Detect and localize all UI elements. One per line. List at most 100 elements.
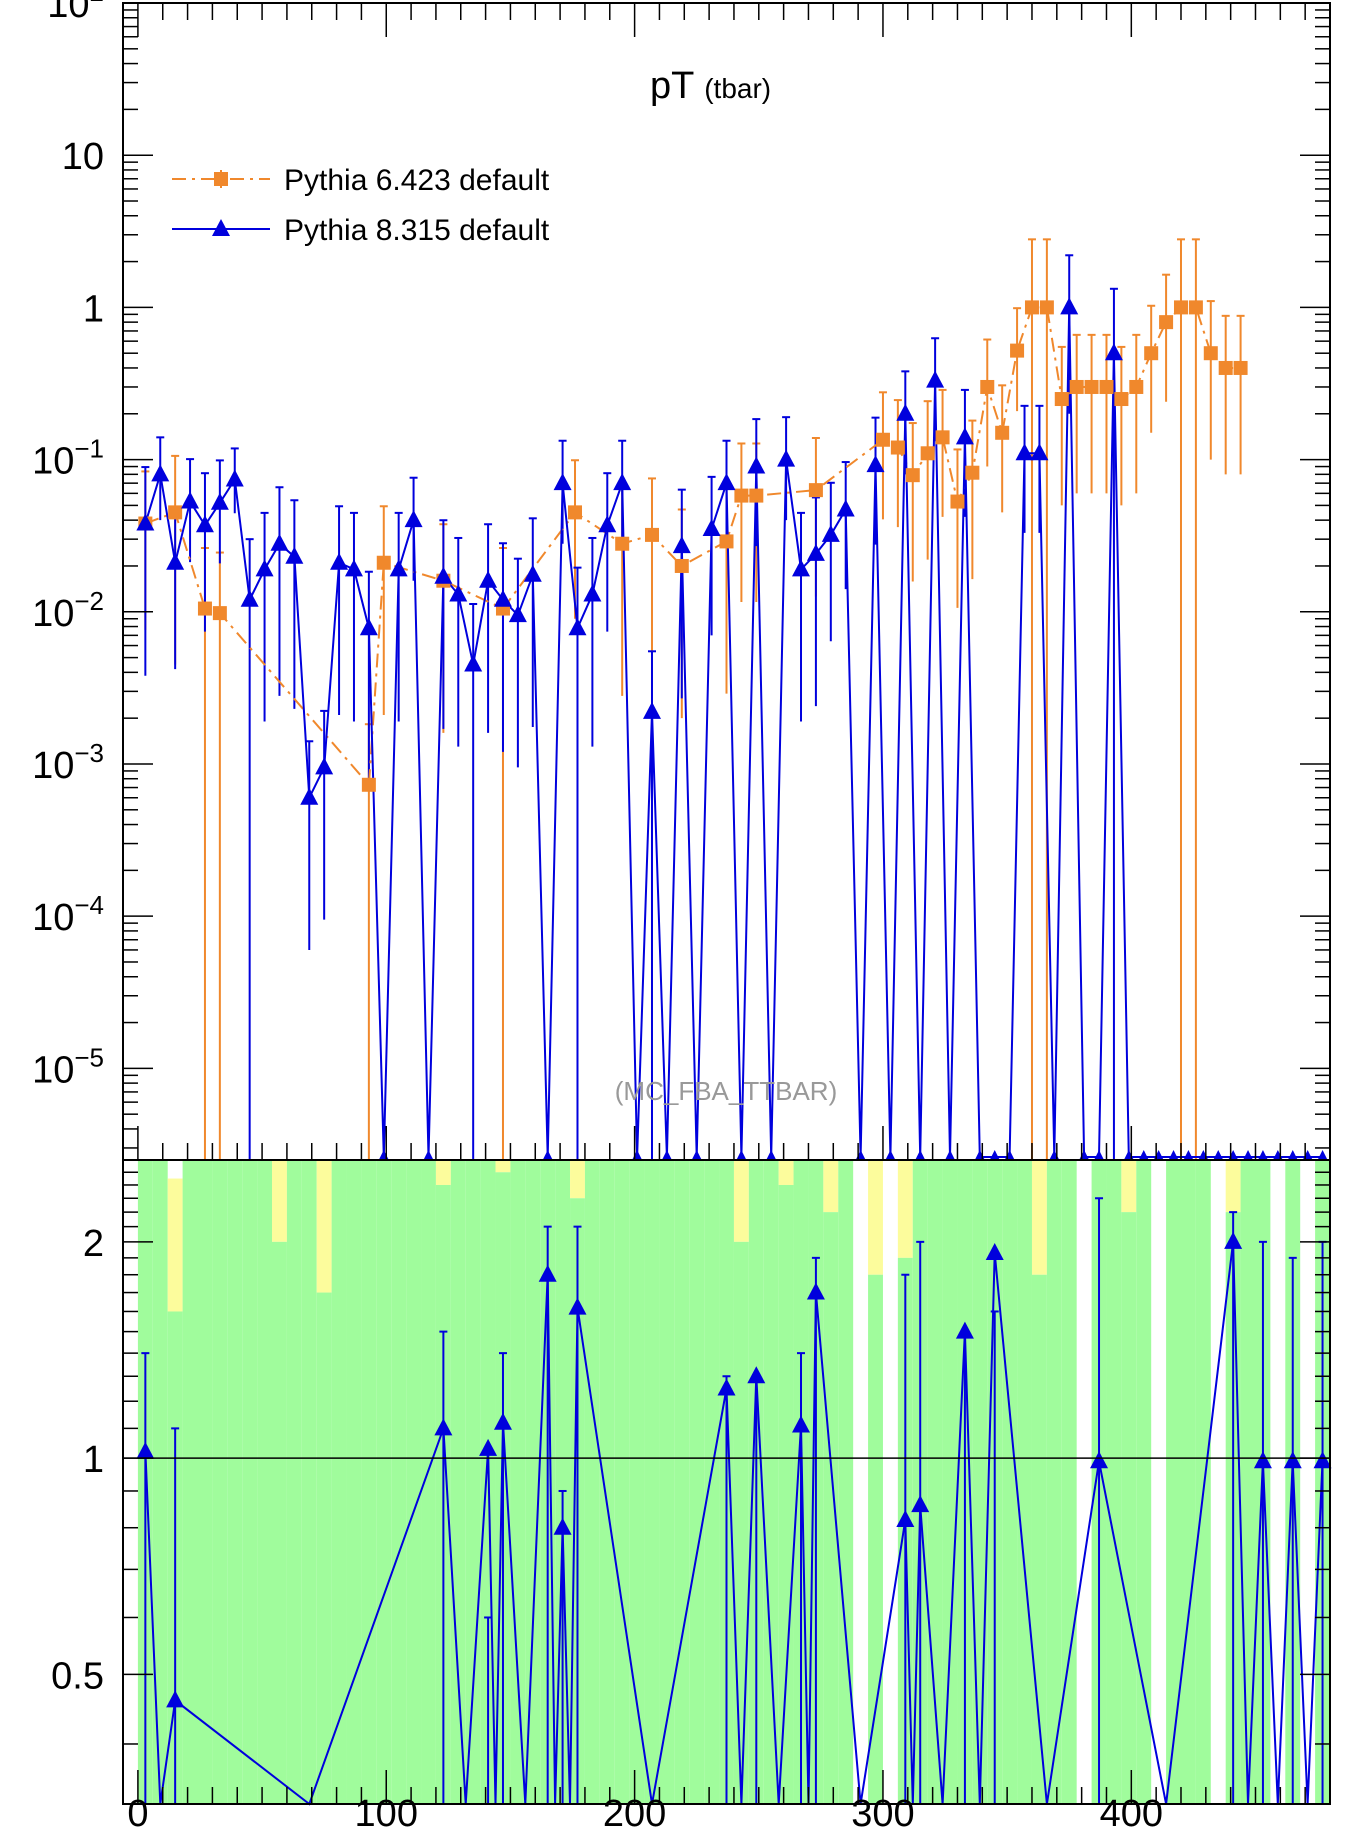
data-point (464, 654, 483, 672)
data-point (866, 455, 885, 473)
data-point (613, 473, 632, 491)
band-inner (212, 1160, 228, 1804)
band-outer (167, 1178, 183, 1312)
data-point (523, 564, 542, 582)
data-point (151, 464, 170, 482)
data-point (1228, 1150, 1239, 1160)
data-point (168, 505, 183, 520)
band-outer (272, 1160, 287, 1242)
data-point (980, 379, 995, 394)
data-point (747, 456, 766, 474)
band-inner (599, 1160, 615, 1804)
data-point (568, 505, 583, 520)
band-inner (346, 1160, 362, 1804)
main-error-bars (141, 238, 1245, 1160)
data-point (702, 518, 721, 536)
band-inner (1180, 1160, 1196, 1804)
data-point (583, 584, 602, 602)
data-point (1015, 443, 1034, 461)
band-inner (1166, 1160, 1181, 1804)
main-markers (136, 297, 1328, 1160)
ratio-point (538, 1264, 557, 1282)
ratio-point (792, 1415, 811, 1433)
data-point (905, 468, 920, 483)
band-inner (584, 1160, 600, 1804)
data-point (955, 427, 974, 445)
band-inner (689, 1160, 705, 1804)
data-point (642, 701, 661, 719)
data-point (674, 558, 689, 573)
ratio-point (434, 1418, 453, 1436)
data-point (508, 605, 527, 623)
data-point (719, 534, 734, 549)
data-point (989, 1150, 1000, 1160)
band-inner (823, 1212, 839, 1804)
ratio-point (166, 1690, 185, 1708)
band-inner (361, 1160, 377, 1804)
band-inner (376, 1160, 392, 1804)
data-point (1302, 1150, 1313, 1160)
band-inner (182, 1160, 198, 1804)
data-point (766, 1150, 777, 1160)
y-tick-label: 10−5 (32, 1042, 104, 1091)
x-tick-label: 200 (603, 1793, 666, 1829)
data-point (777, 449, 796, 467)
band-inner (614, 1160, 630, 1804)
data-point (885, 1150, 896, 1160)
data-point (1218, 360, 1233, 375)
data-point (225, 469, 244, 487)
ratio-point (479, 1438, 498, 1456)
band-inner (838, 1160, 854, 1804)
chart-title-main: pT (650, 65, 694, 107)
legend-label-pythia6: Pythia 6.423 default (284, 164, 550, 197)
y-tick-label: 10−2 (32, 586, 104, 635)
data-point (1287, 1150, 1298, 1160)
band-inner (510, 1160, 526, 1804)
data-point (1183, 1150, 1194, 1160)
band-inner (1046, 1160, 1062, 1804)
x-tick-label: 400 (1100, 1793, 1163, 1829)
x-tick-label: 300 (851, 1793, 914, 1829)
data-point (1010, 343, 1025, 358)
data-point (1024, 300, 1039, 315)
data-point (389, 559, 408, 577)
band-inner (972, 1160, 988, 1804)
data-point (1079, 1150, 1090, 1160)
band-inner (421, 1160, 436, 1804)
data-point (915, 1150, 926, 1160)
band-inner (450, 1160, 466, 1804)
band-inner (301, 1160, 317, 1804)
data-point (449, 584, 468, 602)
data-point (1123, 1150, 1134, 1160)
ratio-point (717, 1378, 736, 1396)
data-point (542, 1150, 553, 1160)
data-point (493, 589, 512, 607)
band-inner (1136, 1160, 1152, 1804)
watermark: (MC_FBA_TTBAR) (615, 1076, 837, 1106)
data-point (1144, 346, 1159, 361)
data-point (598, 515, 617, 533)
data-point (1129, 379, 1144, 394)
ratio-point (911, 1495, 930, 1513)
data-point (568, 618, 587, 636)
chart-title-sub: (tbar) (704, 73, 771, 104)
band-inner (197, 1160, 213, 1804)
ratio-point (136, 1441, 155, 1459)
ratio-y-tick-label: 2 (83, 1223, 104, 1265)
band-inner (629, 1160, 645, 1804)
band-inner (704, 1160, 720, 1804)
band-inner (406, 1160, 422, 1804)
band-inner (1195, 1160, 1211, 1804)
data-point (1114, 392, 1129, 407)
data-point (875, 432, 890, 447)
data-point (749, 488, 764, 503)
ratio-point (553, 1517, 572, 1535)
band-inner (525, 1160, 541, 1804)
band-inner (868, 1274, 883, 1804)
band-inner (152, 1160, 168, 1804)
band-outer (316, 1160, 332, 1293)
legend-label-pythia8: Pythia 8.315 default (284, 214, 550, 247)
band-outer (435, 1160, 451, 1185)
data-point (935, 430, 950, 445)
